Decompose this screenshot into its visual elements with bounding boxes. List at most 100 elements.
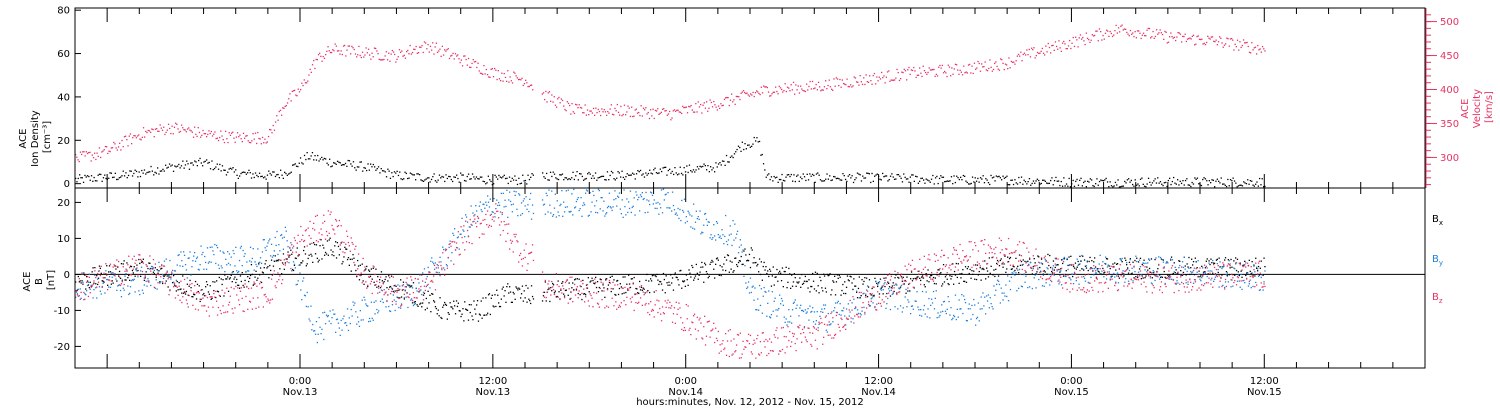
bx-series-point xyxy=(1243,265,1245,267)
density-series-point xyxy=(1235,182,1237,184)
bx-series-point xyxy=(331,254,333,256)
density-series-point xyxy=(352,161,355,163)
by-series-point xyxy=(581,215,583,217)
bx-series-point xyxy=(995,268,997,270)
bx-series-point xyxy=(698,274,700,276)
by-series-point xyxy=(852,318,854,320)
bx-series-point xyxy=(696,272,698,274)
bx-series-point xyxy=(742,263,744,265)
bx-series-point xyxy=(270,269,272,272)
velocity-series-point xyxy=(83,151,85,153)
by-series-point xyxy=(300,289,302,291)
bx-series-point xyxy=(488,293,491,295)
by-series-point xyxy=(691,215,693,217)
velocity-series-point xyxy=(735,95,737,98)
density-series-point xyxy=(928,180,930,182)
bx-series-point xyxy=(563,293,565,295)
velocity-series-point xyxy=(567,102,570,105)
bx-series-point xyxy=(1062,275,1065,277)
bx-series-point xyxy=(965,281,968,283)
velocity-series-point xyxy=(484,73,486,75)
by-series-point xyxy=(1210,279,1212,281)
density-series-point xyxy=(552,171,554,173)
by-series-point xyxy=(1073,272,1076,275)
density-series-point xyxy=(1229,179,1232,181)
bx-series-point xyxy=(1109,267,1111,270)
by-series-point xyxy=(165,258,167,260)
by-series-point xyxy=(194,252,196,254)
by-series-point xyxy=(1094,272,1097,274)
bx-series-point xyxy=(1113,265,1115,268)
density-series-point xyxy=(790,173,792,176)
density-series-point xyxy=(151,170,153,172)
density-series-point xyxy=(486,182,488,184)
bx-series-point xyxy=(411,302,414,304)
bx-series-point xyxy=(304,253,307,255)
by-series-point xyxy=(655,202,657,204)
velocity-series-point xyxy=(376,50,378,52)
bx-series-point xyxy=(436,313,438,315)
velocity-series-point xyxy=(1088,39,1090,41)
bx-series-point xyxy=(831,289,833,291)
by-series-point xyxy=(862,293,864,295)
by-series-point xyxy=(459,233,461,235)
density-series-point xyxy=(527,174,529,176)
by-series-point xyxy=(680,219,682,222)
bx-series-point xyxy=(518,287,520,289)
by-series-point xyxy=(336,318,339,320)
by-series-point xyxy=(318,316,320,319)
density-series-point xyxy=(633,173,635,175)
density-series-point xyxy=(1059,184,1061,187)
bx-series-point xyxy=(1095,277,1098,279)
bx-series-point xyxy=(717,259,719,261)
density-series-point xyxy=(585,177,587,180)
by-series-point xyxy=(1151,283,1153,285)
density-series-point xyxy=(1102,180,1105,182)
bz-series-point xyxy=(92,283,94,286)
by-series-point xyxy=(576,198,578,201)
density-series-point xyxy=(1043,179,1045,181)
velocity-series-point xyxy=(991,70,993,72)
by-series-point xyxy=(1109,278,1111,280)
by-series-point xyxy=(330,322,332,325)
bx-series-point xyxy=(707,277,709,279)
bx-series-point xyxy=(710,261,712,263)
by-series-point xyxy=(694,221,697,223)
bx-series-point xyxy=(736,265,739,268)
velocity-series-point xyxy=(204,133,207,135)
velocity-series-point xyxy=(1121,24,1123,26)
velocity-series-point xyxy=(732,101,734,103)
bx-series-point xyxy=(133,266,135,268)
bx-series-point xyxy=(120,263,123,265)
density-series-point xyxy=(176,165,179,167)
by-series-point xyxy=(840,314,842,316)
bx-series-point xyxy=(457,302,459,304)
density-series-point xyxy=(810,175,812,177)
by-series-point xyxy=(577,197,579,199)
velocity-series-point xyxy=(1100,31,1102,33)
density-series-point xyxy=(520,182,523,184)
by-series-point xyxy=(372,319,374,321)
by-series-point xyxy=(225,258,227,260)
velocity-series-point xyxy=(452,52,454,55)
bx-series-point xyxy=(585,294,587,296)
bz-series-point xyxy=(257,297,259,299)
velocity-series-point xyxy=(91,154,93,156)
density-series-point xyxy=(825,178,827,180)
density-series-point xyxy=(321,156,323,159)
bz-series-point xyxy=(379,281,381,284)
by-series-point xyxy=(233,252,235,255)
bx-series-point xyxy=(648,280,650,282)
density-series-point xyxy=(740,150,742,152)
bz-series-point xyxy=(125,268,127,270)
bx-series-point xyxy=(174,285,177,287)
by-series-point xyxy=(1028,263,1030,265)
by-series-point xyxy=(310,305,312,307)
by-series-point xyxy=(1037,267,1039,269)
velocity-series-point xyxy=(528,85,530,88)
by-series-point xyxy=(693,228,696,230)
velocity-series-point xyxy=(298,91,301,93)
by-series-point xyxy=(256,265,258,268)
density-series-point xyxy=(96,180,98,182)
by-series-point xyxy=(505,205,507,208)
